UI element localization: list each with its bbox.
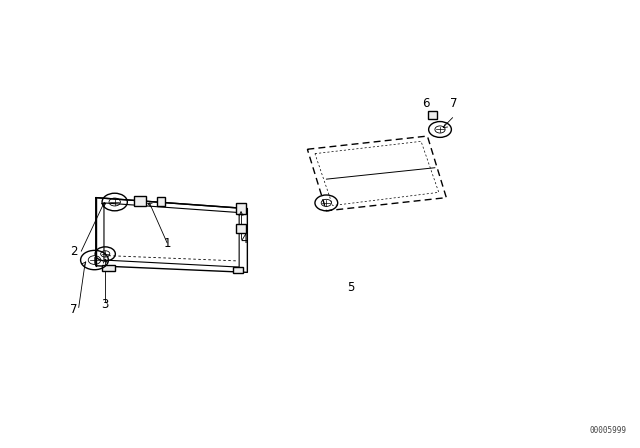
Text: 7: 7 <box>70 303 77 316</box>
Text: 6: 6 <box>422 97 430 110</box>
Bar <box>233 267 243 273</box>
Bar <box>102 265 115 271</box>
Text: 5: 5 <box>347 281 354 294</box>
Bar <box>157 197 164 206</box>
Bar <box>236 203 246 214</box>
Text: 4: 4 <box>241 233 248 246</box>
Text: 1: 1 <box>163 237 171 250</box>
Text: 7: 7 <box>450 97 458 110</box>
Text: 2: 2 <box>70 245 77 258</box>
Text: 00005999: 00005999 <box>589 426 627 435</box>
Text: 3: 3 <box>102 297 109 310</box>
Bar <box>428 111 437 119</box>
Bar <box>236 224 246 233</box>
Bar <box>134 196 146 206</box>
